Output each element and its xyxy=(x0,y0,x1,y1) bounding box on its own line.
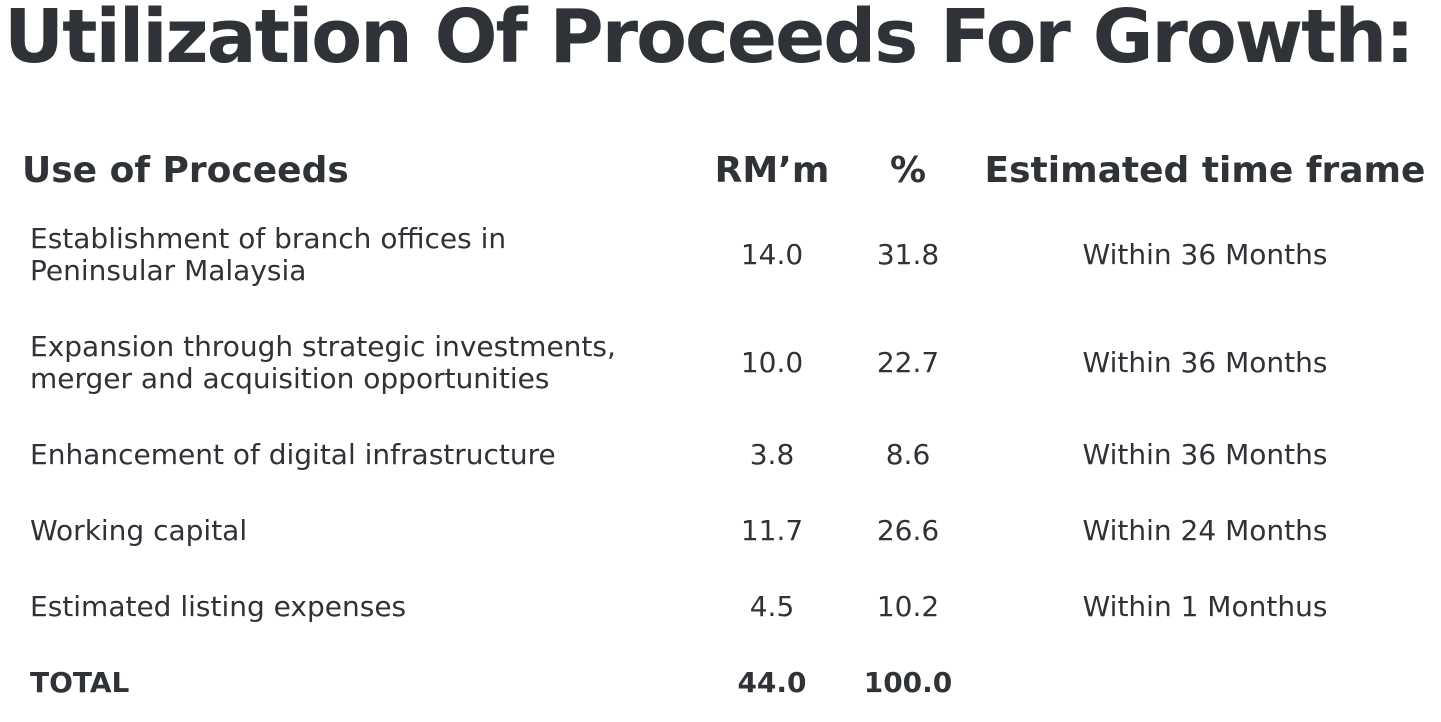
use-of-proceeds: Working capital xyxy=(30,515,247,547)
use-of-proceeds: Enhancement of digital infrastructure xyxy=(30,439,556,471)
amount-rm: 11.7 xyxy=(740,514,804,547)
page-title: Utilization Of Proceeds For Growth: xyxy=(4,0,1415,80)
total-percentage: 100.0 xyxy=(863,666,953,699)
use-of-proceeds: Establishment of branch offices in Penins… xyxy=(30,223,506,287)
text-line: Estimated listing expenses xyxy=(30,590,407,623)
text-line: Establishment of branch offices in xyxy=(30,222,507,255)
time-frame: Within 24 Months xyxy=(1082,514,1328,547)
text-line: Peninsular Malaysia xyxy=(30,254,307,287)
time-frame: Within 36 Months xyxy=(1082,346,1328,379)
total-label: TOTAL xyxy=(30,666,130,699)
percentage: 31.8 xyxy=(876,238,940,271)
text-line: Enhancement of digital infrastructure xyxy=(30,438,556,471)
text-line: Working capital xyxy=(30,514,248,547)
column-header: % xyxy=(889,150,927,191)
amount-rm: 14.0 xyxy=(740,238,804,271)
column-header: Estimated time frame xyxy=(984,150,1426,191)
percentage: 26.6 xyxy=(876,514,940,547)
amount-rm: 10.0 xyxy=(740,346,804,379)
text-line: merger and acquisition opportunities xyxy=(30,362,550,395)
total-rm: 44.0 xyxy=(737,666,807,699)
column-header: RM’m xyxy=(714,150,830,191)
percentage: 8.6 xyxy=(885,438,931,471)
time-frame: Within 36 Months xyxy=(1082,238,1328,271)
time-frame: Within 1 Monthus xyxy=(1082,590,1328,623)
percentage: 22.7 xyxy=(876,346,940,379)
text-line: Expansion through strategic investments, xyxy=(30,330,616,363)
use-of-proceeds: Expansion through strategic investments,… xyxy=(30,331,616,395)
use-of-proceeds: Estimated listing expenses xyxy=(30,591,406,623)
amount-rm: 3.8 xyxy=(749,438,795,471)
percentage: 10.2 xyxy=(876,590,940,623)
time-frame: Within 36 Months xyxy=(1082,438,1328,471)
column-header: Use of Proceeds xyxy=(22,150,349,191)
amount-rm: 4.5 xyxy=(749,590,795,623)
